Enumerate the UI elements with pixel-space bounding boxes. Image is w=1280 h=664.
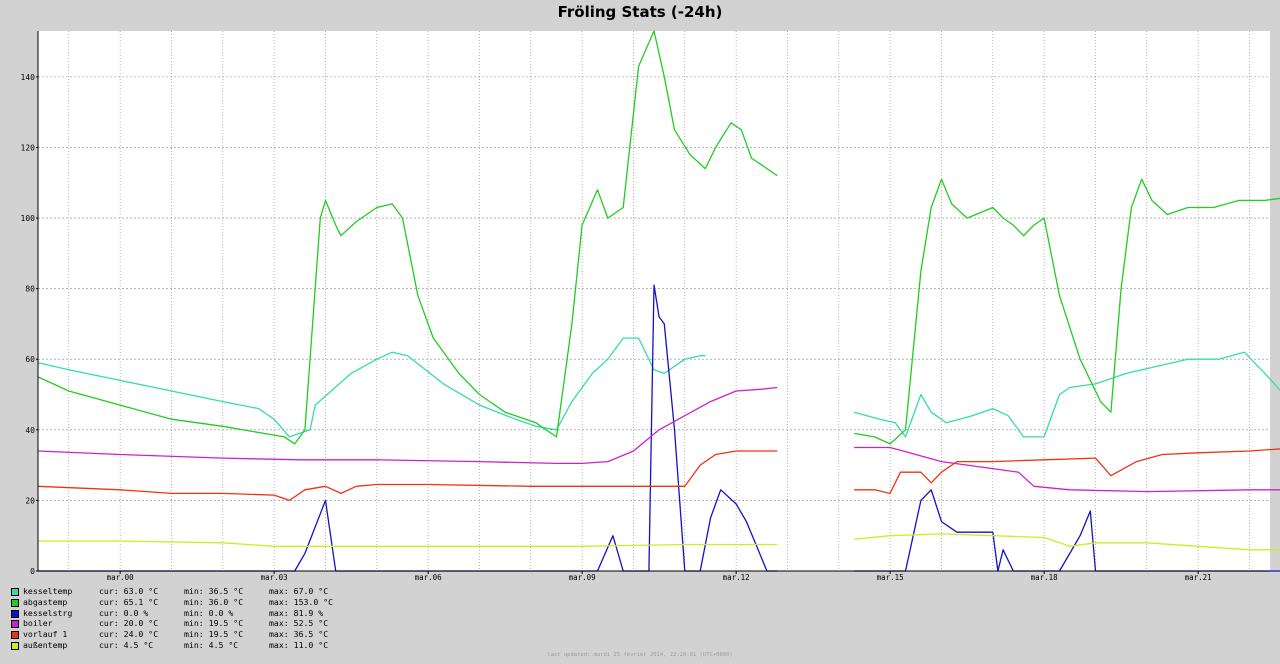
- legend-cur: cur: 20.0 °C: [99, 618, 159, 629]
- x-tick-label: mar.18: [1031, 573, 1059, 582]
- x-axis-ticks: mar.00 mar.03 mar.06 mar.09 mar.12 mar.15 mar.…: [107, 571, 1212, 582]
- y-tick-label: 100: [21, 214, 36, 223]
- legend-name: kesseltemp: [23, 586, 73, 596]
- y-tick-label: 80: [25, 285, 35, 294]
- legend-cur: cur: 4.5 °C: [99, 639, 154, 650]
- y-tick-label: 20: [25, 496, 35, 505]
- series-line-au-entemp: [38, 533, 1280, 551]
- legend-swatch: [11, 631, 19, 640]
- legend-cur: cur: 0.0 %: [99, 607, 149, 618]
- series-line-kesseltemp: [37, 337, 1280, 438]
- legend-swatch: [11, 641, 19, 650]
- x-tick-label: mar.00: [107, 573, 135, 582]
- series-line-boiler: [37, 386, 1280, 493]
- chart-title: Fröling Stats (-24h): [557, 3, 723, 21]
- legend-name: boiler: [23, 618, 53, 629]
- series-line-kesselstrg: [38, 284, 1280, 572]
- y-axis-ticks: 0 20 40 60 80 100 120 140: [21, 73, 38, 576]
- y-tick-label: 120: [21, 143, 36, 152]
- legend-max: max: 81.9 %: [269, 607, 324, 618]
- legend-swatch: [11, 598, 19, 607]
- legend-max: max: 52.5 °C: [269, 618, 329, 629]
- legend-name: abgastemp: [23, 596, 68, 607]
- legend-swatch: [11, 609, 19, 618]
- y-tick-label: 0: [30, 567, 35, 576]
- legend-swatch: [11, 588, 19, 596]
- legend-name: kesselstrg: [23, 607, 73, 618]
- legend-min: min: 36.5 °C: [184, 586, 244, 596]
- legend-cur: cur: 24.0 °C: [99, 629, 159, 640]
- legend-max: max: 67.0 °C: [269, 586, 329, 596]
- legend-name: außentemp: [23, 639, 68, 650]
- legend-max: max: 153.0 °C: [269, 596, 334, 607]
- x-tick-label: mar.21: [1185, 573, 1212, 582]
- x-tick-label: mar.12: [723, 573, 750, 582]
- legend-max: max: 11.0 °C: [269, 639, 329, 650]
- legend-name: vorlauf 1: [23, 629, 68, 640]
- legend-swatch: [11, 620, 19, 629]
- legend-min: min: 0.0 %: [184, 607, 234, 618]
- legend-min: min: 19.5 °C: [184, 629, 244, 640]
- series-line-vorlauf-1: [37, 448, 1280, 502]
- x-tick-label: mar.03: [261, 573, 288, 582]
- series-line-abgastemp: [37, 30, 1280, 445]
- legend-max: max: 36.5 °C: [269, 629, 329, 640]
- legend-cur: cur: 63.0 °C: [99, 586, 159, 596]
- y-tick-label: 140: [21, 73, 36, 82]
- last-updated-footer: last updated: mardi 25 février 2014, 22:…: [547, 652, 733, 658]
- x-tick-label: mar.15: [877, 573, 904, 582]
- y-tick-label: 40: [25, 426, 35, 435]
- grid-lines: [38, 31, 1270, 571]
- series-lines: [37, 30, 1280, 572]
- x-tick-label: mar.09: [569, 573, 596, 582]
- x-tick-label: mar.06: [415, 573, 443, 582]
- y-tick-label: 60: [25, 355, 35, 364]
- legend-min: min: 4.5 °C: [184, 639, 239, 650]
- legend-min: min: 19.5 °C: [184, 618, 244, 629]
- legend-min: min: 36.0 °C: [184, 596, 244, 607]
- legend-cur: cur: 65.1 °C: [99, 596, 159, 607]
